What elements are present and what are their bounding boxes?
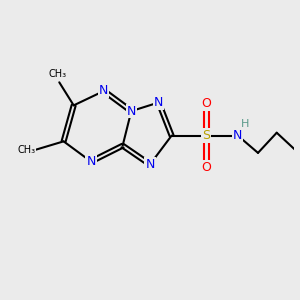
Text: O: O — [201, 161, 211, 174]
Text: CH₃: CH₃ — [17, 145, 35, 155]
Text: H: H — [241, 118, 249, 128]
Text: CH₃: CH₃ — [49, 69, 67, 79]
Text: N: N — [154, 96, 163, 109]
Text: N: N — [86, 155, 96, 168]
Text: O: O — [201, 98, 211, 110]
Text: N: N — [127, 105, 136, 118]
Text: N: N — [99, 85, 109, 98]
Text: S: S — [202, 129, 210, 142]
Text: N: N — [145, 158, 155, 171]
Text: N: N — [233, 129, 242, 142]
